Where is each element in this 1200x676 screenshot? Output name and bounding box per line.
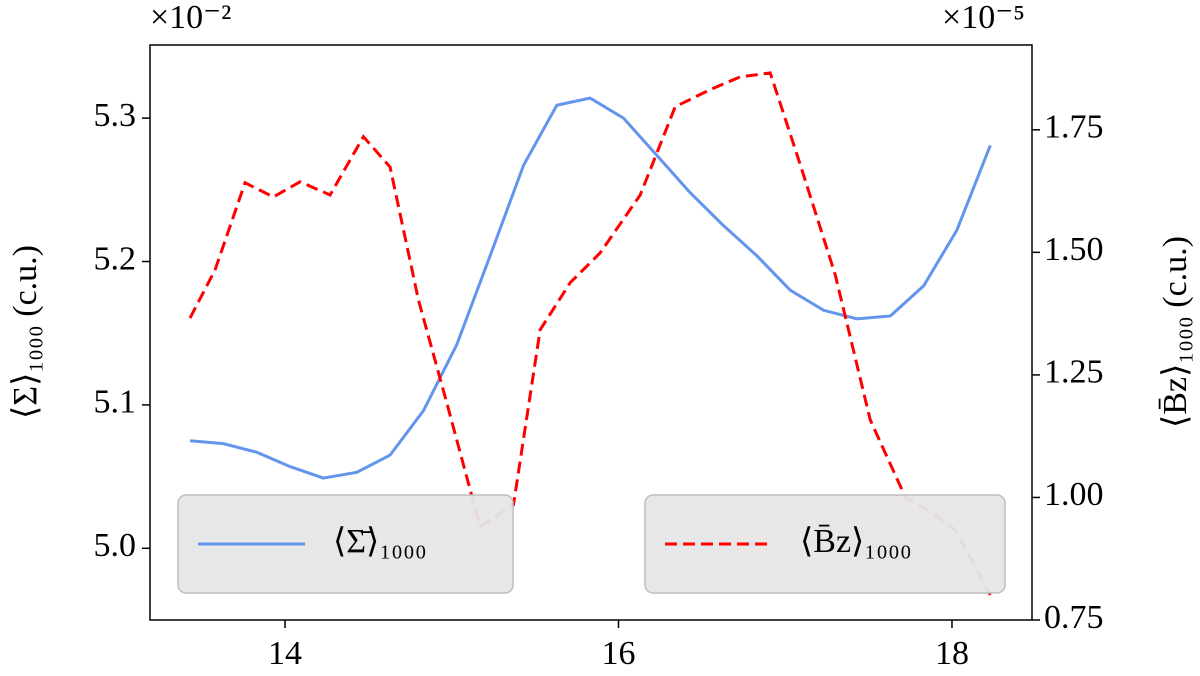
y2-offset-label: ×10⁻⁵: [942, 0, 1025, 36]
y-tick-label: 5.3: [94, 97, 137, 134]
y-tick-label: 5.2: [94, 240, 137, 277]
y2-tick-label: 0.75: [1044, 599, 1104, 636]
x-tick-label: 14: [268, 635, 302, 672]
y2-tick-label: 1.00: [1044, 476, 1104, 513]
y2-axis-label: ⟨B̄z⟩₁₀₀₀ (c.u.): [1157, 236, 1194, 428]
y2-tick-label: 1.75: [1044, 109, 1104, 146]
legend-box: [177, 494, 514, 594]
y2-tick-label: 1.25: [1044, 354, 1104, 391]
y-tick-label: 5.0: [94, 527, 137, 564]
legend-label: ⟨Σ̄⟩₁₀₀₀: [333, 523, 427, 560]
series-line: [188, 71, 992, 596]
y-axis-label: ⟨Σ⟩₁₀₀₀ (c.u.): [7, 245, 44, 419]
legend-label: ⟨B̄z⟩₁₀₀₀: [800, 523, 912, 560]
y-offset-label: ×10⁻²: [150, 0, 231, 36]
plot-frame: [149, 44, 1033, 621]
x-tick-label: 18: [935, 635, 969, 672]
y-tick-label: 5.1: [94, 384, 137, 421]
y2-tick-label: 1.50: [1044, 231, 1104, 268]
x-tick-label: 16: [602, 635, 636, 672]
series-line: [189, 96, 992, 480]
legend-box: [644, 494, 1006, 594]
